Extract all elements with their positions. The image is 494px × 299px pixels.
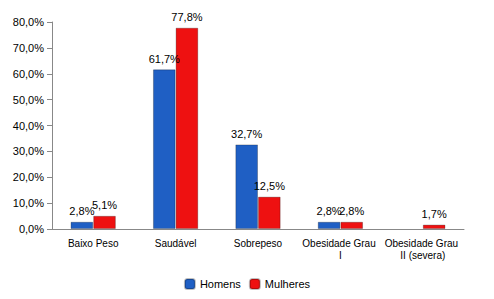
svg-text:50,0%: 50,0% (13, 94, 44, 106)
svg-text:12,5%: 12,5% (254, 180, 285, 192)
svg-text:Obesidade Grau: Obesidade Grau (302, 238, 378, 249)
svg-text:60,0%: 60,0% (13, 68, 44, 80)
svg-text:2,8%: 2,8% (339, 205, 364, 217)
svg-text:80,0%: 80,0% (13, 16, 44, 28)
svg-text:II (severa): II (severa) (400, 250, 445, 261)
svg-text:0,0%: 0,0% (19, 223, 44, 235)
svg-text:1,7%: 1,7% (422, 208, 447, 220)
svg-text:70,0%: 70,0% (13, 42, 44, 54)
svg-text:2,8%: 2,8% (317, 205, 342, 217)
svg-text:I: I (339, 250, 342, 261)
svg-text:32,7%: 32,7% (231, 128, 262, 140)
svg-text:40,0%: 40,0% (13, 120, 44, 132)
svg-text:Obesidade Grau: Obesidade Grau (385, 238, 461, 249)
svg-text:Mulheres: Mulheres (265, 278, 311, 290)
svg-text:77,8%: 77,8% (171, 11, 202, 23)
svg-text:30,0%: 30,0% (13, 145, 44, 157)
svg-text:Saudável: Saudável (155, 238, 197, 249)
svg-text:61,7%: 61,7% (149, 53, 180, 65)
svg-text:10,0%: 10,0% (13, 197, 44, 209)
svg-text:Sobrepeso: Sobrepeso (234, 238, 283, 249)
svg-text:20,0%: 20,0% (13, 171, 44, 183)
svg-text:Homens: Homens (200, 278, 241, 290)
svg-text:5,1%: 5,1% (92, 199, 117, 211)
svg-text:2,8%: 2,8% (69, 205, 94, 217)
svg-text:Baixo Peso: Baixo Peso (68, 238, 119, 249)
